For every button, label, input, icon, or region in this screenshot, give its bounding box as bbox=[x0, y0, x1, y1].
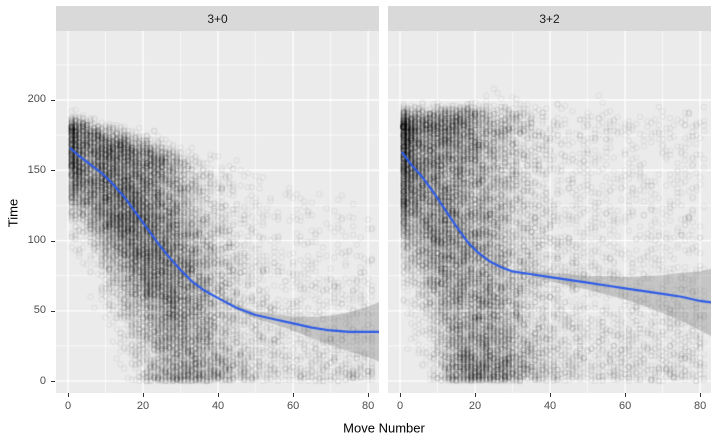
x-axis-tick-label: 20 bbox=[136, 400, 150, 412]
y-axis-tick-label: 50 bbox=[33, 304, 46, 317]
x-axis-tick-mark bbox=[368, 393, 370, 397]
y-axis-tick-label: 0 bbox=[39, 374, 46, 387]
facet-strip-label: 3+0 bbox=[207, 11, 228, 26]
x-axis-tick-mark bbox=[218, 393, 220, 397]
scatter-panel-3plus0 bbox=[56, 31, 379, 393]
y-axis-tick-mark bbox=[51, 99, 55, 101]
y-axis-tick-mark bbox=[51, 170, 55, 172]
x-axis-tick-label: 80 bbox=[693, 400, 707, 412]
x-axis-title: Move Number bbox=[343, 420, 425, 436]
y-axis-title: Time bbox=[5, 198, 21, 228]
x-axis-tick-label: 60 bbox=[286, 400, 300, 412]
x-axis-tick-mark bbox=[550, 393, 552, 397]
facet-strip-3plus2: 3+2 bbox=[388, 6, 711, 31]
y-axis-tick-label: 150 bbox=[27, 163, 46, 176]
y-axis-tick-label: 200 bbox=[27, 93, 46, 106]
y-axis-tick-mark bbox=[51, 310, 55, 312]
y-axis-tick-mark bbox=[51, 240, 55, 242]
x-axis-tick-label: 0 bbox=[396, 400, 404, 412]
y-axis-tick-label: 100 bbox=[27, 234, 46, 247]
scatter-panel-3plus2 bbox=[388, 31, 711, 393]
x-axis-tick-mark bbox=[475, 393, 477, 397]
x-axis-tick-mark bbox=[700, 393, 702, 397]
x-axis-tick-label: 20 bbox=[468, 400, 482, 412]
x-axis-tick-mark bbox=[625, 393, 627, 397]
facet-strip-3plus0: 3+0 bbox=[56, 6, 379, 31]
x-axis-tick-label: 60 bbox=[618, 400, 632, 412]
y-axis-tick-mark bbox=[51, 381, 55, 383]
x-axis-tick-label: 40 bbox=[211, 400, 225, 412]
x-axis-tick-mark bbox=[68, 393, 69, 397]
x-axis-tick-label: 0 bbox=[64, 400, 72, 412]
x-axis-tick-mark bbox=[293, 393, 295, 397]
x-axis-tick-mark bbox=[143, 393, 145, 397]
facet-strip-label: 3+2 bbox=[539, 11, 560, 26]
x-axis-tick-label: 80 bbox=[361, 400, 375, 412]
x-axis-tick-label: 40 bbox=[543, 400, 557, 412]
x-axis-tick-mark bbox=[400, 393, 401, 397]
